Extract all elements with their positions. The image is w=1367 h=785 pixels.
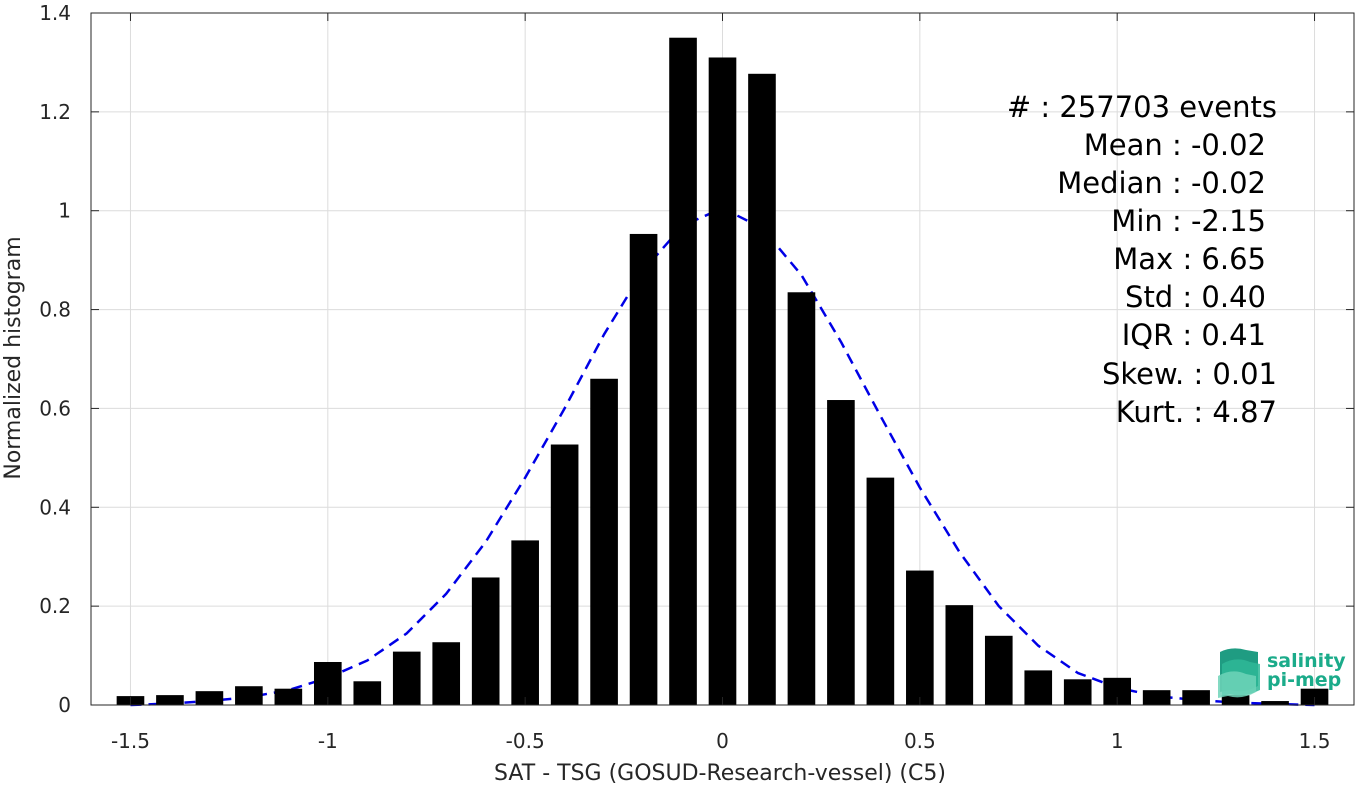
statistics-annotation: # : 257703 events Mean : -0.02 Median : … [1007, 90, 1277, 429]
y-tick-label: 0.6 [39, 396, 71, 420]
y-tick-label: 0.8 [39, 298, 71, 322]
x-tick-label: 0 [716, 729, 729, 753]
stats-events: # : 257703 events [1007, 90, 1277, 124]
histogram-bar [590, 378, 618, 705]
histogram-bar [906, 570, 934, 705]
y-tick-label: 0.4 [39, 495, 71, 519]
histogram-bar [629, 233, 658, 705]
histogram-bar [471, 577, 500, 705]
y-tick-label: 1.4 [39, 1, 71, 25]
salinity-pimep-logo: salinity pi-mep [1218, 648, 1346, 698]
x-axis-label: SAT - TSG (GOSUD-Research-vessel) (C5) [494, 761, 946, 785]
histogram-bar [156, 695, 184, 705]
y-tick-label: 1.2 [39, 100, 71, 124]
y-tick-label: 1 [58, 199, 71, 223]
histogram-bar [1024, 670, 1053, 705]
logo-text-salinity: salinity [1267, 650, 1346, 672]
x-tick-label: 1.5 [1299, 729, 1331, 753]
histogram-bar [1182, 690, 1210, 705]
x-tick-label: -1 [318, 729, 338, 753]
x-tick-label: 1 [1111, 729, 1124, 753]
histogram-bar [235, 686, 263, 705]
histogram-bar [708, 57, 737, 705]
stats-mean: Mean : -0.02 [1084, 128, 1266, 162]
histogram-bar [1261, 701, 1289, 705]
histogram-bar [392, 651, 421, 705]
x-tick-label: -1.5 [111, 729, 150, 753]
stats-kurt: Kurt. : 4.87 [1116, 395, 1277, 429]
y-tick-label: 0.2 [39, 594, 71, 618]
histogram-bar [748, 73, 776, 706]
wave-logo-icon [1218, 648, 1260, 698]
histogram-bar [787, 292, 816, 705]
histogram-bar [945, 605, 974, 705]
stats-std: Std : 0.40 [1125, 280, 1266, 314]
histogram-bar [550, 444, 579, 705]
histogram-bar [1063, 679, 1092, 705]
histogram-bar [1142, 690, 1171, 705]
histogram-bar [866, 477, 895, 705]
histogram-bar [274, 688, 303, 705]
x-tick-label: 0.5 [904, 729, 936, 753]
axis-ticks: -1.5 -1 -0.5 0 0.5 1 1.5 0 0.2 0.4 0.6 0.8 1 1.2 1.4 [39, 1, 1354, 753]
histogram-bar [511, 540, 539, 705]
histogram-bar [1300, 688, 1329, 705]
histogram-bars [116, 37, 1329, 706]
stats-skew: Skew. : 0.01 [1102, 357, 1277, 391]
histogram-bar [432, 642, 461, 705]
stats-iqr: IQR : 0.41 [1122, 318, 1266, 352]
histogram-bar [1221, 695, 1250, 705]
x-tick-label: -0.5 [506, 729, 545, 753]
histogram-bar [984, 635, 1013, 705]
histogram-bar [669, 37, 697, 705]
y-tick-label: 0 [58, 693, 71, 717]
histogram-bar [353, 681, 382, 705]
histogram-bar [195, 691, 224, 705]
stats-median: Median : -0.02 [1057, 166, 1266, 200]
logo-text-pimep: pi-mep [1267, 669, 1341, 691]
stats-max: Max : 6.65 [1113, 242, 1266, 276]
stats-min: Min : -2.15 [1111, 204, 1266, 238]
y-axis-label: Normalized histogram [1, 236, 26, 479]
histogram-bar [827, 400, 855, 705]
